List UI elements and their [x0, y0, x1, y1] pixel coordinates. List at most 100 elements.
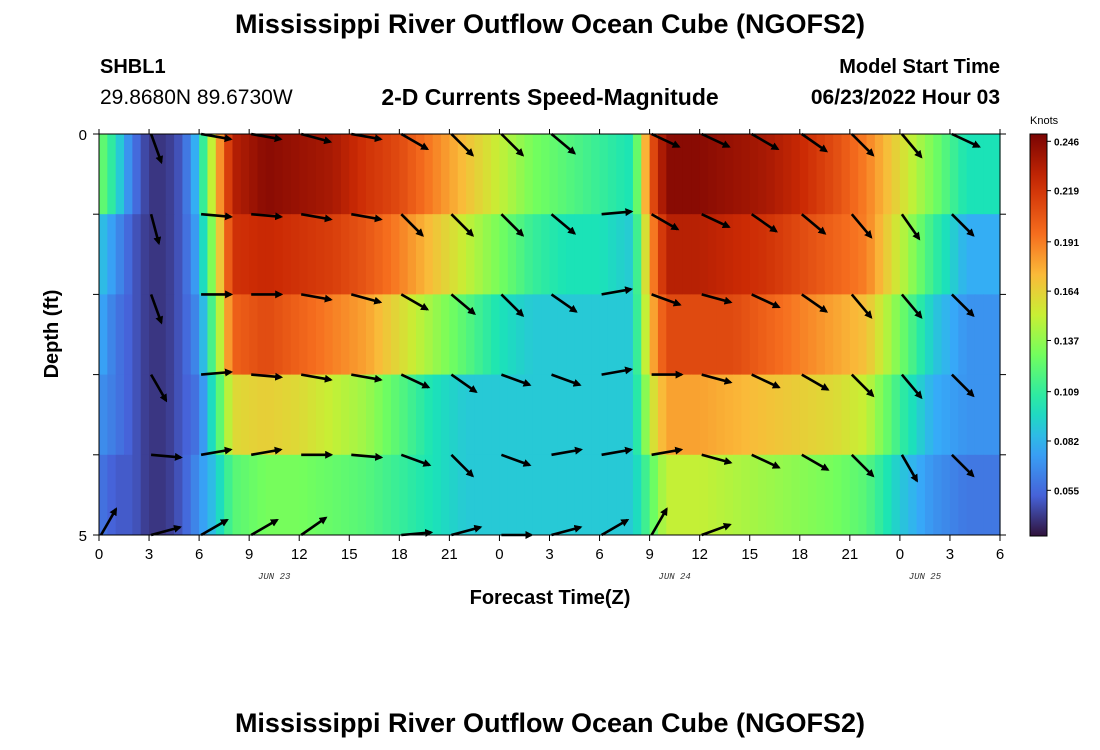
heatmap-cell — [466, 134, 476, 215]
current-vector — [801, 293, 829, 313]
heatmap-cell — [257, 374, 267, 456]
heatmap-cell — [632, 214, 642, 295]
heatmap-cell — [474, 214, 484, 295]
heatmap-cell — [991, 454, 1001, 536]
heatmap-cell — [874, 134, 884, 215]
heatmap-cell — [883, 214, 893, 295]
heatmap-cell — [666, 214, 676, 295]
heatmap-cell — [657, 454, 667, 536]
heatmap-cell — [324, 214, 334, 295]
colorbar-tick-label: 0.109 — [1054, 388, 1079, 399]
current-vector — [701, 293, 733, 305]
heatmap-cell — [424, 214, 434, 295]
heatmap-cell — [140, 374, 150, 456]
current-vector — [850, 293, 873, 319]
heatmap-cell — [115, 374, 125, 456]
model-start-value: 06/23/2022 Hour 03 — [810, 86, 1000, 109]
current-vector — [250, 446, 283, 457]
heatmap-cell — [741, 134, 751, 215]
heatmap-cell — [149, 454, 158, 536]
heatmap-cell — [407, 214, 417, 295]
heatmap-cell — [758, 374, 767, 456]
colorbar-tick-label: 0.191 — [1054, 238, 1079, 249]
heatmap-cell — [666, 374, 676, 456]
heatmap-cell — [599, 214, 609, 295]
current-vector — [250, 132, 283, 143]
heatmap-cell — [557, 214, 567, 295]
heatmap-cell — [991, 214, 1001, 295]
heatmap-cell — [507, 374, 517, 456]
heatmap-cell — [265, 454, 275, 536]
heatmap-cell — [582, 294, 592, 375]
heatmap-cell — [332, 134, 342, 215]
heatmap-cell — [224, 374, 234, 456]
heatmap-cell — [499, 374, 509, 456]
heatmap-cell — [983, 454, 993, 536]
heatmap-cell — [290, 214, 300, 295]
heatmap-cell — [858, 374, 868, 456]
heatmap-cell — [299, 294, 309, 375]
current-vector — [601, 286, 634, 296]
heatmap-cell — [816, 214, 826, 295]
x-tick-label: 3 — [145, 546, 153, 563]
heatmap-cell — [257, 134, 267, 215]
heatmap-cell — [599, 294, 609, 375]
heatmap-cell — [708, 134, 717, 215]
heatmap-cell — [382, 294, 392, 375]
heatmap-cell — [983, 214, 993, 295]
heatmap-cell — [115, 214, 125, 295]
heatmap-cell — [691, 214, 701, 295]
heatmap-cell — [916, 454, 926, 536]
heatmap-cell — [365, 294, 375, 375]
heatmap-cell — [891, 374, 901, 456]
heatmap-cell — [566, 294, 576, 375]
heatmap-cell — [224, 294, 234, 375]
x-tick-label: 12 — [291, 546, 308, 563]
date-label: JUN 23 — [258, 572, 291, 582]
heatmap-cell — [424, 294, 434, 375]
current-vector — [149, 133, 164, 165]
current-vector — [900, 454, 919, 483]
current-vector — [150, 452, 183, 461]
station-coordinates: 29.8680N 89.6730W — [100, 86, 293, 109]
heatmap-cell — [941, 374, 951, 456]
heatmap-cell — [265, 294, 275, 375]
heatmap-cell — [699, 294, 709, 375]
heatmap-cell — [891, 294, 901, 375]
heatmap-cell — [407, 294, 417, 375]
heatmap-cell — [332, 374, 342, 456]
heatmap-cell — [474, 454, 484, 536]
current-vector — [601, 446, 634, 457]
y-tick-label: 5 — [79, 528, 87, 545]
date-label: JUN 25 — [909, 572, 942, 582]
heatmap-cell — [240, 134, 250, 215]
heatmap-cell — [724, 134, 734, 215]
heatmap-cell — [324, 454, 334, 536]
colorbar-tick-label: 0.137 — [1054, 336, 1079, 347]
heatmap-cell — [257, 454, 267, 536]
current-vector — [801, 373, 830, 391]
heatmap-cell — [783, 454, 793, 536]
current-vector — [149, 213, 162, 246]
heatmap-cell — [274, 214, 284, 295]
heatmap-cell — [507, 214, 517, 295]
heatmap-cell — [641, 374, 651, 456]
heatmap-cell — [816, 374, 826, 456]
heatmap-cell — [199, 374, 209, 456]
heatmap-cell — [466, 374, 476, 456]
heatmap-cell — [516, 134, 526, 215]
heatmap-cell — [441, 134, 450, 215]
colorbar: 0.055 0.082 0.109 0.137 0.164 0.191 0.219 0.246 — [1029, 133, 1079, 537]
current-vector — [350, 293, 383, 305]
heatmap-cell — [591, 134, 601, 215]
heatmap-cell — [441, 294, 450, 375]
heatmap-cell — [574, 134, 584, 215]
colorbar-tick-label: 0.246 — [1054, 137, 1079, 148]
heatmap-cell — [949, 134, 959, 215]
heatmap-cell — [457, 454, 467, 536]
heatmap-cell — [874, 294, 884, 375]
current-vector — [300, 516, 328, 537]
heatmap-cell — [549, 134, 559, 215]
heatmap-cell — [749, 134, 759, 215]
model-start-label: Model Start Time — [839, 56, 1000, 78]
